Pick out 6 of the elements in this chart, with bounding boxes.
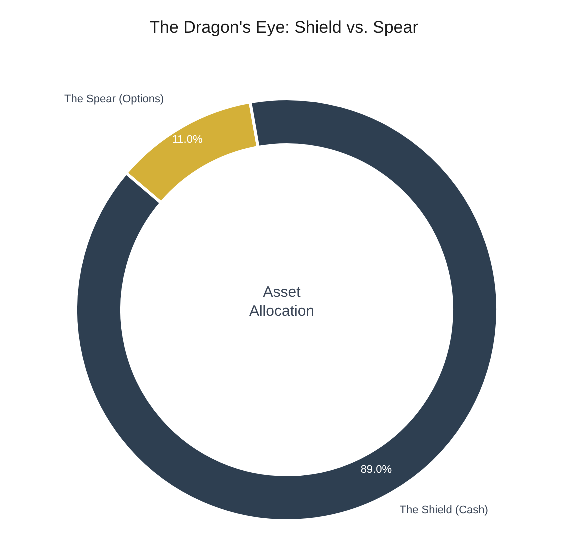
text: Asset Allocation <box>248 283 316 321</box>
data-label: 89.0% <box>360 464 392 476</box>
slice-label: The Shield (Cash) <box>400 504 488 517</box>
data-label: 11.0% <box>172 134 203 146</box>
slice-label: The Spear (Options) <box>64 93 164 106</box>
chart-title: The Dragon's Eye: Shield vs. Spear <box>148 18 420 38</box>
